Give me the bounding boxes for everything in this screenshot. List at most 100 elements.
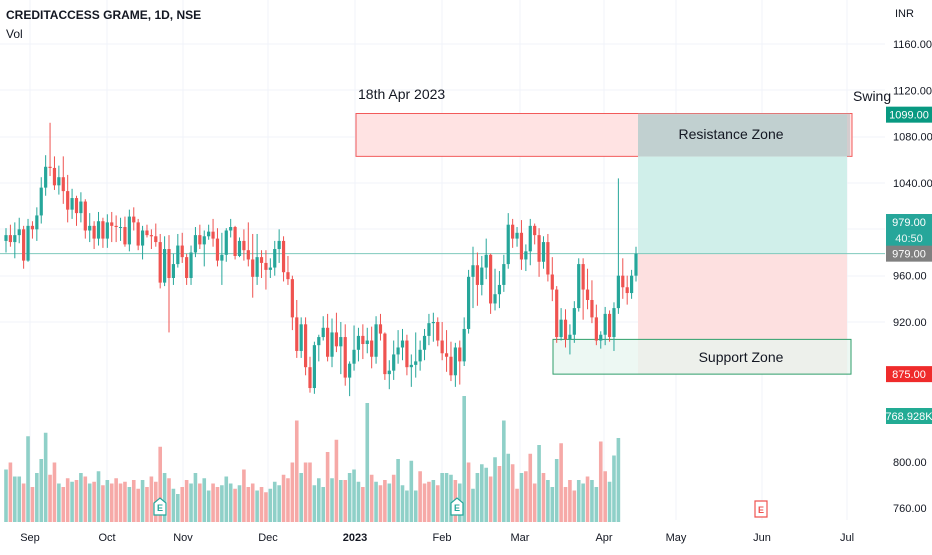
candle-body [563, 319, 568, 340]
volume-bar [21, 483, 26, 522]
candle-body [277, 240, 281, 250]
volume-bar [308, 462, 312, 522]
candle-body [251, 259, 255, 277]
volume-bar [294, 420, 299, 522]
volume-bar [277, 485, 281, 522]
candle-body [273, 249, 277, 268]
volume-bar [572, 490, 577, 522]
candle-body [339, 337, 343, 347]
candle-body [13, 235, 17, 243]
candle-body [550, 274, 554, 290]
earnings-marker-icon[interactable]: E [153, 497, 167, 516]
candle-body [66, 191, 70, 210]
volume-bar [347, 473, 352, 522]
volume-bar [242, 469, 246, 522]
candle-body [400, 340, 405, 348]
candle-body [590, 299, 594, 318]
volume-bar [255, 490, 259, 522]
candle-body [105, 222, 109, 239]
candle-body [123, 227, 127, 245]
candle-body [440, 340, 444, 354]
volume-bar [378, 485, 383, 522]
candle-body [458, 347, 462, 362]
candle-body [198, 235, 202, 245]
volume-bar [462, 396, 466, 522]
time-axis-label: Apr [595, 532, 612, 544]
earnings-marker-icon[interactable]: E [754, 500, 768, 518]
time-axis-label: Nov [173, 532, 193, 544]
volume-bar [427, 481, 431, 522]
volume-legend[interactable]: Vol [6, 27, 23, 41]
candle-body [383, 333, 387, 375]
earnings-marker-shape [754, 500, 768, 518]
candle-body [572, 308, 576, 335]
volume-bar [391, 474, 396, 522]
candle-body [39, 187, 43, 216]
candle-body [599, 334, 603, 341]
candle-body [585, 289, 590, 300]
volume-tick-label: 760.00 [893, 503, 927, 515]
candle-body [528, 225, 532, 252]
volume-bar [250, 483, 255, 522]
candle-body [202, 236, 206, 245]
time-axis-label: Oct [98, 532, 115, 544]
volume-bar [502, 420, 506, 522]
earnings-marker-icon[interactable]: E [450, 497, 464, 516]
volume-bar [594, 487, 599, 522]
candle-body [436, 322, 440, 341]
candle-body [480, 267, 484, 285]
volume-bar [109, 483, 114, 522]
candle-body [30, 225, 35, 230]
volume-bar [519, 473, 524, 522]
volume-bar [581, 483, 585, 522]
volume-bar [79, 473, 83, 522]
volume-bar [101, 485, 105, 522]
volume-bar [524, 471, 528, 522]
price-tick-label: 960.00 [893, 271, 927, 283]
volume-bar [312, 485, 317, 522]
time-axis-label: Feb [433, 532, 452, 544]
volume-bar [488, 476, 493, 522]
candle-body [158, 242, 162, 283]
candle-body [70, 198, 74, 210]
candle-body [290, 279, 294, 318]
candle-body [233, 227, 237, 256]
candle-body [295, 317, 299, 351]
candle-body [431, 322, 435, 324]
candle-body [140, 230, 145, 246]
volume-bar [206, 490, 211, 522]
volume-bar [405, 490, 409, 522]
candle-body [326, 327, 330, 357]
volume-bar [339, 480, 343, 522]
symbol-title[interactable]: CREDITACCESS GRAME, 1D, NSE [6, 8, 202, 22]
time-axis[interactable]: Sep Oct Nov Dec 2023 Feb Mar Apr May Jun Jul [20, 532, 854, 544]
volume-bar [396, 459, 400, 522]
volume-bar [268, 488, 273, 522]
volume-bar [510, 464, 515, 522]
volume-bar [590, 480, 594, 522]
candle-body [374, 324, 378, 357]
candle-body [57, 177, 61, 186]
candle-body [8, 235, 13, 243]
candle-body [88, 225, 92, 231]
candle-body [348, 363, 352, 378]
price-axis[interactable]: 1160.001120.001080.001040.001000.00960.0… [885, 39, 932, 515]
volume-bar [48, 474, 52, 522]
candle-body [211, 231, 215, 239]
volume-bar [576, 480, 581, 522]
volume-bar [435, 485, 440, 522]
resistance-price-tag-bg [886, 106, 932, 123]
volume-bar [409, 460, 414, 522]
candle-body [101, 221, 105, 239]
candle-body [167, 249, 171, 278]
volume-bar [215, 487, 220, 522]
volume-bar [422, 483, 427, 522]
volume-bar [202, 478, 207, 522]
earnings-marker-shape [450, 497, 464, 516]
volume-bar [193, 473, 198, 522]
candle-body [180, 245, 184, 258]
volume-bar [237, 485, 242, 522]
overlay-layer: E E E 18th Apr 2023 Swing Resistance Zone Supp… [153, 86, 891, 518]
